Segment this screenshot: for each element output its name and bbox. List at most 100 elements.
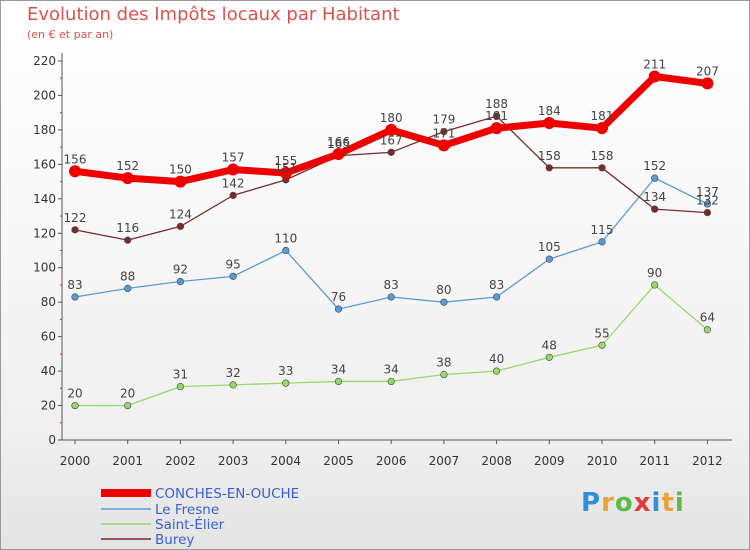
data-label: 150 (169, 163, 192, 177)
data-point (440, 370, 448, 379)
data-point (598, 341, 606, 349)
data-label: 83 (384, 278, 399, 292)
y-tick-label: 140 (33, 192, 56, 206)
data-label: 171 (432, 126, 455, 140)
data-label: 207 (696, 64, 719, 78)
data-point (703, 200, 712, 208)
data-label: 76 (331, 290, 346, 304)
proxiti-logo: Proxiti (581, 488, 685, 518)
data-label: 105 (538, 240, 561, 254)
data-point (282, 246, 290, 255)
data-point (387, 377, 395, 386)
logo-letter: i (674, 488, 685, 518)
data-label: 88 (120, 269, 135, 283)
data-point (651, 174, 659, 182)
data-label: 40 (489, 352, 504, 366)
data-label: 64 (700, 311, 715, 325)
data-point (121, 172, 134, 185)
data-label: 180 (380, 111, 403, 125)
data-point (387, 293, 395, 301)
data-point (229, 191, 237, 199)
data-point (493, 293, 501, 301)
data-point (437, 139, 450, 152)
logo-letter: r (601, 488, 615, 518)
data-label: 184 (538, 104, 561, 118)
data-point (651, 205, 659, 213)
data-label: 83 (489, 278, 504, 292)
data-point (174, 175, 187, 188)
x-tick-label: 2003 (218, 454, 249, 468)
logo-letter: x (633, 488, 652, 518)
data-label: 157 (222, 151, 245, 165)
data-label: 158 (538, 149, 561, 163)
x-tick-label: 2005 (323, 454, 354, 468)
data-label: 34 (331, 362, 346, 376)
y-tick-label: 180 (33, 123, 56, 137)
data-point (651, 281, 659, 289)
x-tick-label: 2001 (112, 454, 143, 468)
data-label: 20 (67, 387, 82, 401)
data-label: 211 (643, 58, 666, 72)
data-point (176, 277, 184, 286)
data-label: 110 (274, 232, 297, 246)
logo-letter: i (651, 488, 662, 518)
data-point (490, 122, 503, 135)
data-label: 137 (696, 185, 719, 199)
data-label: 115 (591, 223, 614, 237)
logo-letter: P (581, 488, 602, 518)
x-tick-label: 2006 (376, 454, 407, 468)
chart-title: Evolution des Impôts locaux par Habitant (27, 4, 400, 25)
data-point (229, 272, 237, 280)
data-point (332, 148, 345, 161)
data-label: 188 (485, 97, 508, 111)
x-tick-label: 2010 (587, 454, 618, 468)
data-point (124, 401, 132, 410)
data-point (440, 128, 448, 136)
data-point (545, 255, 553, 263)
data-label: 83 (67, 278, 82, 292)
data-point (703, 209, 712, 217)
x-tick-label: 2004 (271, 454, 302, 468)
y-tick-label: 220 (33, 54, 56, 68)
data-point (545, 353, 553, 361)
data-label: 152 (643, 159, 666, 173)
data-label: 181 (591, 109, 614, 123)
x-tick-label: 2011 (639, 454, 670, 468)
data-label: 156 (64, 152, 87, 166)
data-label: 151 (274, 161, 297, 175)
data-point (598, 164, 606, 172)
data-label: 158 (591, 149, 614, 163)
y-tick-label: 100 (33, 261, 56, 275)
data-label: 33 (278, 364, 293, 378)
x-tick-label: 2002 (165, 454, 196, 468)
data-point (387, 148, 395, 156)
legend-label: Saint-Élier (155, 516, 225, 533)
data-point (71, 401, 79, 410)
logo-letter: o (614, 488, 634, 518)
y-tick-label: 40 (41, 364, 56, 378)
data-label: 80 (436, 283, 451, 297)
data-label: 124 (169, 207, 192, 221)
data-label: 165 (327, 137, 350, 151)
y-tick-label: 80 (41, 295, 56, 309)
data-point (596, 122, 608, 135)
y-tick-label: 160 (33, 157, 56, 171)
data-label: 92 (173, 263, 188, 277)
data-label: 31 (173, 368, 188, 382)
data-point (227, 163, 240, 176)
data-point (176, 382, 184, 391)
y-tick-label: 0 (48, 433, 56, 447)
data-label: 142 (222, 176, 245, 190)
data-label: 55 (594, 326, 609, 340)
x-tick-label: 2007 (429, 454, 460, 468)
chart-subtitle: (en € et par an) (27, 28, 114, 41)
legend-label: Burey (155, 532, 194, 548)
data-point (124, 284, 132, 293)
data-label: 134 (643, 190, 666, 204)
data-label: 155 (274, 154, 297, 168)
y-tick-label: 20 (41, 399, 56, 413)
data-point (71, 226, 79, 234)
data-point (598, 238, 606, 246)
